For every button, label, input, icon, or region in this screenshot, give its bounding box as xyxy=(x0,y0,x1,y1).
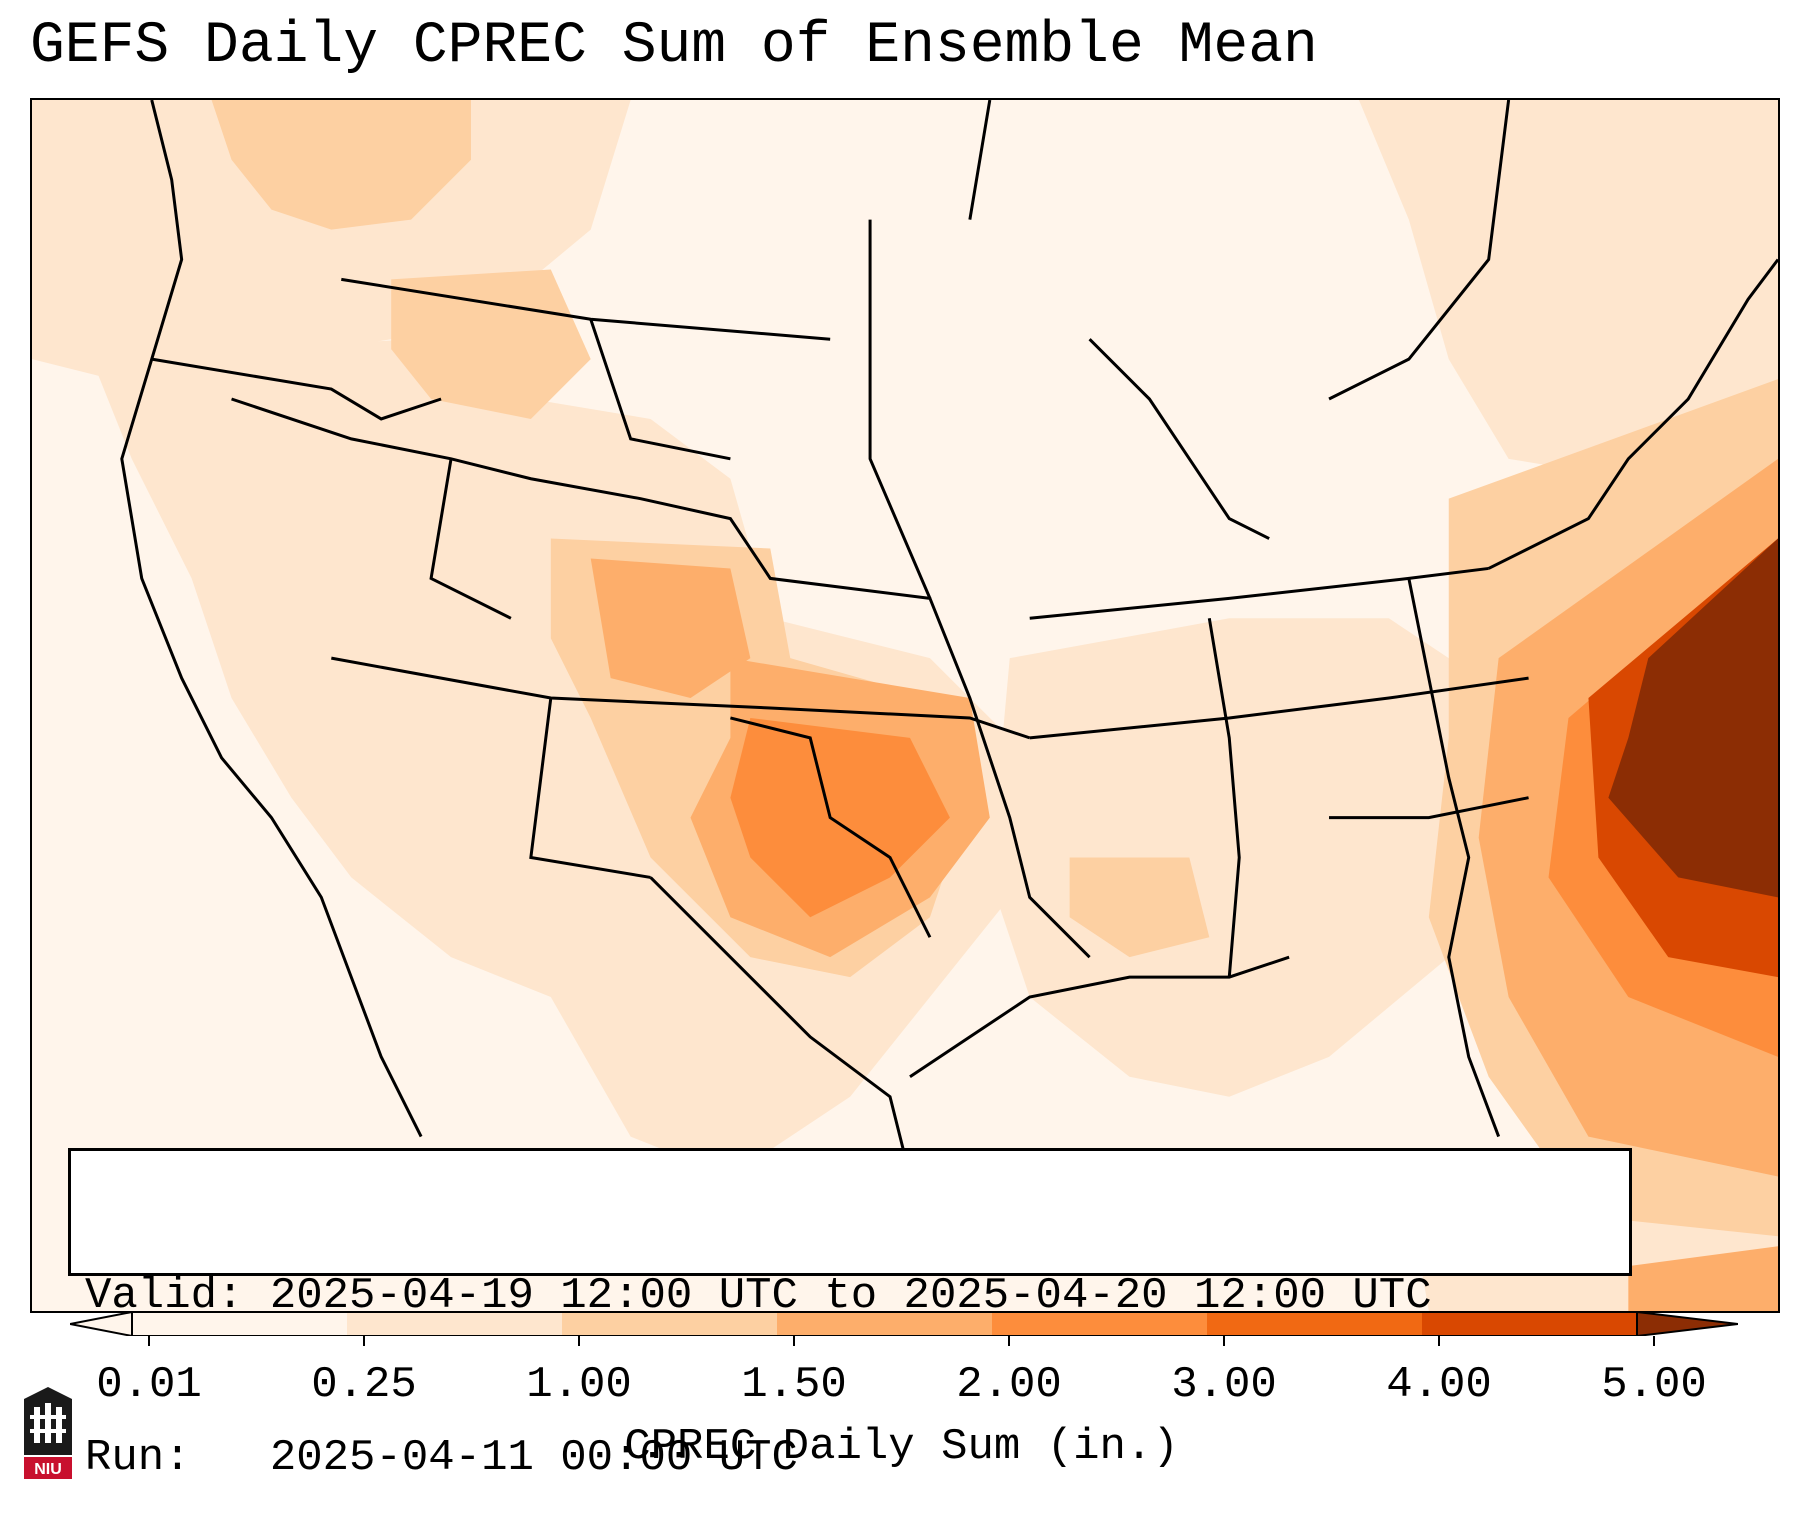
map-title: GEFS Daily CPREC Sum of Ensemble Mean xyxy=(30,14,1318,79)
niu-logo-icon: NIU xyxy=(24,1387,72,1479)
colorbar-tick-label: 0.25 xyxy=(311,1360,417,1410)
colorbar-max-arrow xyxy=(1636,1312,1738,1336)
colorbar-tick xyxy=(793,1336,795,1346)
colorbar-tick-label: 1.50 xyxy=(741,1360,847,1410)
colorbar-tick xyxy=(1223,1336,1225,1346)
colorbar-tick xyxy=(148,1336,150,1346)
colorbar xyxy=(70,1312,1738,1336)
colorbar-tick xyxy=(363,1336,365,1346)
colorbar-bin-5 xyxy=(992,1312,1207,1336)
logo-text: NIU xyxy=(34,1461,62,1478)
precip-extreme-areas xyxy=(1608,538,1778,898)
run-time: Run: 2025-04-11 00:00 UTC xyxy=(85,1433,798,1483)
colorbar-bin-6 xyxy=(1207,1312,1422,1336)
colorbar-tick-label: 4.00 xyxy=(1386,1360,1492,1410)
colorbar-tick xyxy=(1653,1336,1655,1346)
colorbar-tick xyxy=(1438,1336,1440,1346)
state-borders xyxy=(120,100,1778,1257)
colorbar-label: CPREC Daily Sum (in.) xyxy=(624,1422,1179,1472)
colorbar-bin-1 xyxy=(132,1312,347,1336)
colorbar-outline xyxy=(131,1312,1638,1336)
colorbar-tick xyxy=(578,1336,580,1346)
colorbar-min-arrow xyxy=(70,1312,133,1336)
precipitation-map xyxy=(30,98,1780,1313)
colorbar-tick-label: 0.01 xyxy=(96,1360,202,1410)
colorbar-tick-label: 1.00 xyxy=(526,1360,632,1410)
validity-info-box: Valid: 2025-04-19 12:00 UTC to 2025-04-2… xyxy=(68,1148,1632,1483)
colorbar-tick-label: 5.00 xyxy=(1601,1360,1707,1410)
colorbar-tick-label: 2.00 xyxy=(956,1360,1062,1410)
colorbar-bin-3 xyxy=(562,1312,777,1336)
colorbar-bin-7 xyxy=(1422,1312,1637,1336)
map-canvas xyxy=(32,100,1778,1311)
colorbar-tick xyxy=(1008,1336,1010,1346)
colorbar-bin-2 xyxy=(347,1312,562,1336)
colorbar-tick-label: 3.00 xyxy=(1171,1360,1277,1410)
colorbar-bin-4 xyxy=(777,1312,992,1336)
